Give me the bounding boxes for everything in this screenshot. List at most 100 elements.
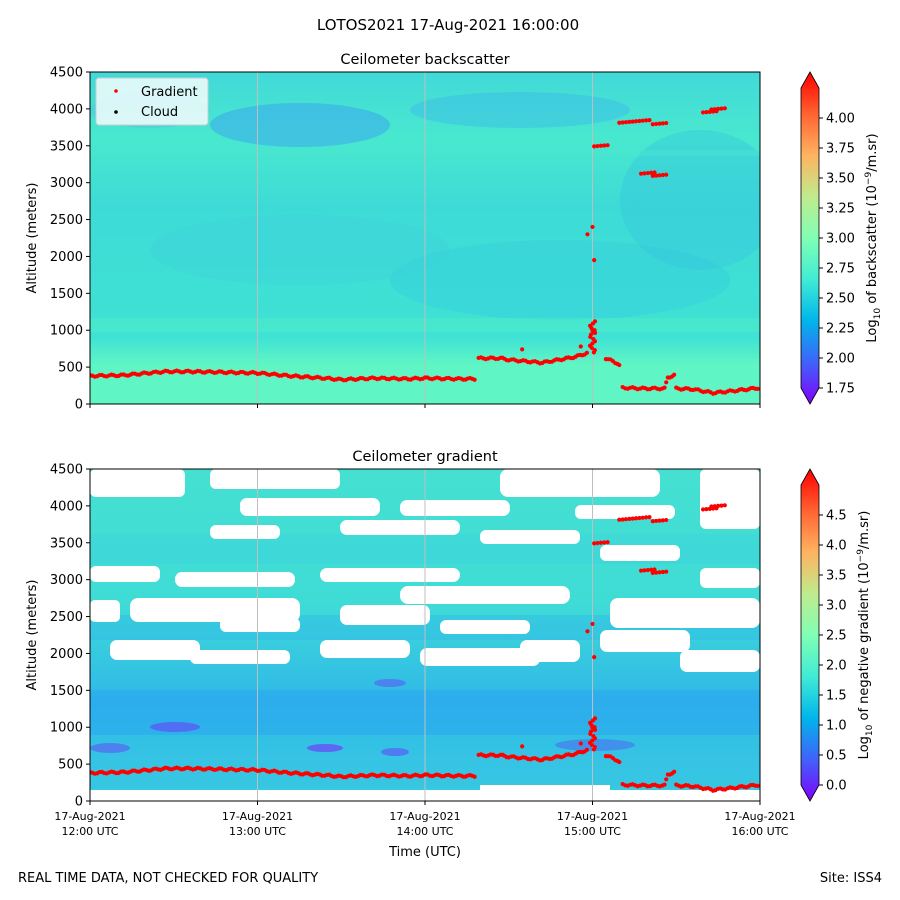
- gradient-point: [585, 629, 590, 634]
- gradient-point: [649, 567, 654, 572]
- footer-quality-note: REAL TIME DATA, NOT CHECKED FOR QUALITY: [18, 871, 318, 886]
- ytick-label: 3500: [50, 139, 83, 154]
- gradient-point: [592, 725, 597, 730]
- backscatter-yaxis: 0 500 1000 1500 2000 2500 3000 3500 4000 4500: [50, 66, 90, 413]
- gradient-point: [638, 568, 644, 573]
- gradient-point: [719, 503, 724, 508]
- gradient-point: [657, 570, 662, 575]
- colorbar-tick-label: 3.75: [826, 142, 855, 157]
- colorbar-tick-label: 2.0: [826, 659, 847, 674]
- xtick-label-time: 16:00 UTC: [731, 825, 788, 838]
- gradient-point: [657, 173, 662, 178]
- xtick-label-time: 12:00 UTC: [61, 825, 118, 838]
- gradient-point: [672, 372, 677, 377]
- gradient-point: [755, 386, 760, 391]
- gradient-point: [647, 515, 652, 520]
- gradient-point: [650, 570, 655, 575]
- ytick-label: 3500: [50, 536, 83, 551]
- gradient-point: [722, 503, 727, 508]
- legend-marker-gradient: [114, 89, 118, 93]
- gradient-point: [592, 258, 597, 263]
- gradient-colorbar-bar: [800, 468, 820, 802]
- gradient-point: [645, 170, 650, 176]
- gradient-point: [578, 344, 583, 349]
- ytick-label: 1000: [50, 324, 83, 339]
- gradient-point: [664, 777, 669, 782]
- gradient-point: [716, 106, 721, 111]
- colorbar-tick-label: 3.5: [826, 569, 847, 584]
- ytick-label: 4000: [50, 102, 83, 117]
- gradient-point: [627, 119, 632, 124]
- gradient-point: [664, 172, 669, 177]
- gradient-point: [709, 504, 714, 509]
- legend-label-gradient: Gradient: [141, 85, 198, 100]
- gradient-point: [660, 518, 665, 523]
- gradient-point: [644, 118, 649, 123]
- colorbar-tick-label: 3.50: [826, 172, 855, 187]
- gradient-point: [657, 121, 662, 126]
- gradient-point: [662, 782, 667, 787]
- gradient-point: [578, 741, 583, 746]
- gradient-point: [654, 518, 659, 524]
- xtick-label-date: 17-Aug-2021: [557, 810, 628, 823]
- gradient-point: [719, 106, 724, 111]
- gradient-point: [642, 171, 647, 176]
- backscatter-colorbar-bar: [800, 71, 820, 405]
- gradient-point: [595, 540, 600, 546]
- gradient-point: [623, 517, 629, 522]
- gradient-point: [640, 515, 645, 520]
- gradient-point: [592, 655, 597, 660]
- gradient-point: [617, 517, 622, 522]
- gradient-point: [652, 567, 657, 572]
- gradient-point: [592, 348, 597, 353]
- ytick-label: 2500: [50, 610, 83, 625]
- gradient-panel: Ceilometer gradient: [25, 449, 875, 860]
- gradient-point: [716, 503, 721, 508]
- ytick-label: 2000: [50, 250, 83, 265]
- xtick-label-date: 17-Aug-2021: [389, 810, 460, 823]
- gradient-point: [642, 568, 647, 573]
- gradient-point: [472, 377, 477, 382]
- gradient-point: [620, 517, 625, 522]
- backscatter-title: Ceilometer backscatter: [340, 52, 509, 68]
- gradient-point: [645, 567, 650, 573]
- gradient-point: [633, 119, 639, 124]
- gradient-point: [591, 733, 596, 739]
- xtick-label-date: 17-Aug-2021: [222, 810, 293, 823]
- gradient-point: [650, 519, 655, 524]
- backscatter-ylabel: Altitude (meters): [25, 183, 40, 294]
- colorbar-tick-label: 2.00: [826, 352, 855, 367]
- footer-site: Site: ISS4: [820, 871, 882, 886]
- backscatter-colorbar-ticks: 1.75 2.00 2.25 2.50 2.75 3.00 3.25 3.50 3.75 4.00: [819, 112, 855, 397]
- gradient-point: [704, 110, 709, 115]
- gradient-point: [650, 122, 655, 127]
- colorbar-tick-label: 2.5: [826, 629, 847, 644]
- gradient-point: [647, 118, 652, 123]
- legend: Gradient Cloud: [95, 77, 209, 126]
- gradient-point: [638, 171, 644, 176]
- gradient-point: [590, 621, 595, 627]
- gradient-point: [630, 119, 635, 124]
- gradient-xaxis: 17-Aug-2021 12:00 UTC 17-Aug-2021 13:00 UTC…: [54, 801, 796, 838]
- gradient-point: [712, 504, 717, 509]
- figure-suptitle: LOTOS2021 17-Aug-2021 16:00:00: [317, 16, 579, 34]
- legend-marker-cloud: [114, 110, 118, 114]
- colorbar-tick-label: 4.5: [826, 509, 847, 524]
- gradient-point: [592, 745, 597, 750]
- xtick-label-time: 14:00 UTC: [396, 825, 453, 838]
- xtick-label-date: 17-Aug-2021: [724, 810, 795, 823]
- colorbar-tick-label: 3.0: [826, 599, 847, 614]
- gradient-title: Ceilometer gradient: [352, 449, 498, 465]
- ytick-label: 1000: [50, 721, 83, 736]
- colorbar-tick-label: 4.0: [826, 539, 847, 554]
- gradient-point: [650, 173, 655, 178]
- gradient-gradient-points: [90, 503, 760, 793]
- gradient-yaxis: 0 500 1000 1500 2000 2500 3000 3500 4000 4500: [50, 463, 90, 810]
- gradient-point: [633, 516, 639, 521]
- colorbar-tick-label: 3.00: [826, 232, 855, 247]
- gradient-point: [654, 570, 659, 575]
- gradient-point: [637, 118, 642, 124]
- gradient-point: [664, 380, 669, 385]
- backscatter-panel: Ceilometer backscatter 0 500 1000 1500 2000 2…: [25, 52, 883, 413]
- gradient-point: [657, 518, 662, 523]
